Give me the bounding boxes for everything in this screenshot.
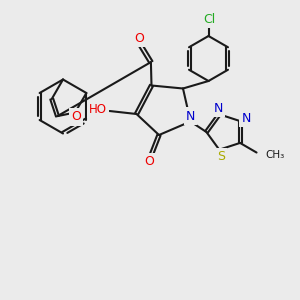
Text: N: N — [242, 112, 251, 124]
Text: O: O — [134, 32, 144, 45]
Text: CH₃: CH₃ — [266, 150, 285, 160]
Text: N: N — [214, 102, 223, 115]
Text: Cl: Cl — [203, 13, 215, 26]
Text: HO: HO — [89, 103, 107, 116]
Text: N: N — [186, 110, 195, 123]
Text: O: O — [144, 155, 154, 169]
Text: S: S — [217, 150, 225, 163]
Text: O: O — [71, 110, 81, 124]
